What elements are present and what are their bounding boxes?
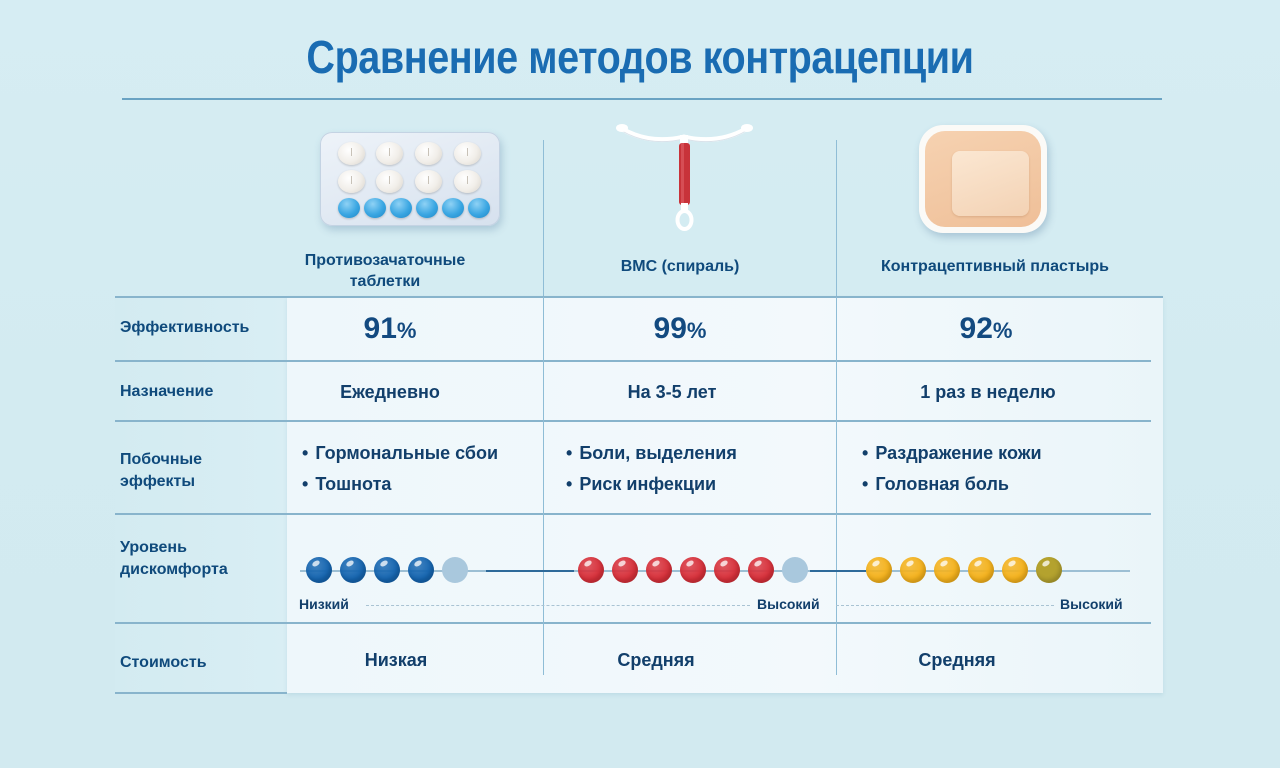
discomfort-dot-filled bbox=[714, 557, 740, 583]
scale-low-label: Низкий bbox=[299, 596, 349, 612]
method-header-iud: ВМС (спираль) bbox=[620, 258, 740, 275]
discomfort-dot-filled bbox=[340, 557, 366, 583]
page-title: Сравнение методов контрацепции bbox=[306, 31, 974, 83]
patch-icon bbox=[919, 125, 1047, 233]
scale-dashed-line bbox=[836, 605, 1054, 606]
list-item: Раздражение кожи bbox=[862, 438, 1041, 469]
discomfort-dot-filled bbox=[646, 557, 672, 583]
usage-patch: 1 раз в неделю bbox=[920, 382, 1056, 402]
discomfort-dot-filled bbox=[578, 557, 604, 583]
cost-pills: Низкая bbox=[364, 650, 428, 670]
side-effects-patch: Раздражение кожи Головная боль bbox=[862, 438, 1042, 500]
list-item: Гормональные сбои bbox=[302, 438, 498, 469]
row-divider bbox=[115, 296, 1163, 298]
discomfort-dot-filled bbox=[306, 557, 332, 583]
row-divider bbox=[115, 692, 287, 694]
side-effects-iud: Боли, выделения Риск инфекции bbox=[566, 438, 737, 500]
discomfort-dot-empty bbox=[1036, 557, 1062, 583]
scale-high-label-iud: Высокий bbox=[757, 596, 820, 612]
list-item: Боли, выделения bbox=[566, 438, 737, 469]
usage-iud: На 3-5 лет bbox=[627, 382, 717, 402]
column-divider bbox=[543, 140, 544, 297]
row-divider bbox=[115, 513, 1151, 515]
effectiveness-pills: 91% bbox=[363, 312, 417, 345]
discomfort-dot-filled bbox=[374, 557, 400, 583]
discomfort-dot-filled bbox=[934, 557, 960, 583]
discomfort-dot-empty bbox=[782, 557, 808, 583]
list-item: Риск инфекции bbox=[566, 469, 737, 500]
side-effects-pills: Гормональные сбои Тошнота bbox=[302, 438, 498, 500]
discomfort-dot-filled bbox=[408, 557, 434, 583]
effectiveness-iud: 99% bbox=[653, 312, 707, 345]
discomfort-dot-filled bbox=[866, 557, 892, 583]
discomfort-level-iud bbox=[578, 557, 808, 583]
discomfort-dot-filled bbox=[1002, 557, 1028, 583]
list-item: Тошнота bbox=[302, 469, 498, 500]
discomfort-dot-filled bbox=[900, 557, 926, 583]
scale-dashed-line bbox=[366, 605, 750, 606]
discomfort-dot-filled bbox=[612, 557, 638, 583]
row-label-usage: Назначение bbox=[120, 383, 214, 400]
effectiveness-patch: 92% bbox=[959, 312, 1013, 345]
row-labels-panel bbox=[115, 297, 287, 693]
method-header-patch: Контрацептивный пластырь bbox=[881, 258, 1109, 275]
column-divider bbox=[836, 297, 837, 675]
title-divider bbox=[122, 98, 1162, 100]
discomfort-track-segment bbox=[486, 570, 574, 572]
method-header-pills: Противозачаточные таблетки bbox=[304, 252, 466, 290]
discomfort-level-pills bbox=[306, 557, 468, 583]
discomfort-track-segment bbox=[810, 570, 866, 572]
iud-icon bbox=[616, 124, 753, 231]
discomfort-level-patch bbox=[866, 557, 1062, 583]
row-label-effectiveness: Эффективность bbox=[120, 319, 250, 336]
row-label-discomfort: Уровень дискомфорта bbox=[120, 539, 228, 578]
row-label-side-effects: Побочные эффекты bbox=[120, 451, 203, 490]
cost-iud: Средняя bbox=[617, 650, 695, 670]
discomfort-dot-filled bbox=[748, 557, 774, 583]
scale-high-label-patch: Высокий bbox=[1060, 596, 1123, 612]
list-item: Головная боль bbox=[862, 469, 1042, 500]
cost-patch: Средняя bbox=[918, 650, 996, 670]
discomfort-dot-filled bbox=[680, 557, 706, 583]
discomfort-dot-filled bbox=[968, 557, 994, 583]
column-divider bbox=[836, 140, 837, 297]
row-divider bbox=[115, 622, 1151, 624]
column-divider bbox=[543, 297, 544, 675]
usage-pills: Ежедневно bbox=[340, 382, 440, 402]
pill-blister-icon bbox=[320, 132, 500, 226]
row-divider bbox=[115, 420, 1151, 422]
row-divider bbox=[115, 360, 1151, 362]
discomfort-dot-empty bbox=[442, 557, 468, 583]
row-label-cost: Стоимость bbox=[120, 654, 207, 671]
